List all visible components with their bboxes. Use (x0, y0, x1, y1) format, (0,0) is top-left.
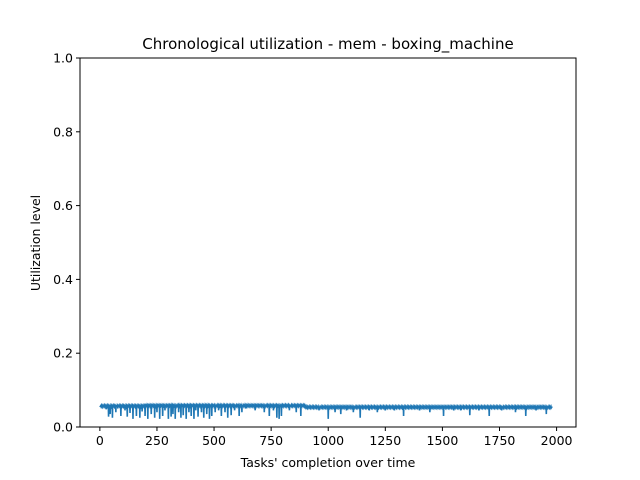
x-tick-label: 1250 (369, 433, 401, 448)
x-axis-label: Tasks' completion over time (240, 455, 416, 470)
y-axis-label: Utilization level (28, 195, 43, 291)
y-tick-label: 0.8 (53, 124, 73, 139)
x-axis: 0 250 500 750 1000 1250 1500 1750 2000 (96, 427, 573, 448)
x-tick-label: 750 (259, 433, 283, 448)
x-tick-label: 1500 (427, 433, 459, 448)
y-tick-label: 0.0 (53, 420, 73, 435)
y-tick-label: 0.6 (53, 198, 73, 213)
y-tick-label: 0.4 (53, 272, 73, 287)
series-layer (99, 402, 553, 419)
chart-title: Chronological utilization - mem - boxing… (142, 35, 513, 54)
y-tick-label: 1.0 (53, 51, 73, 66)
y-tick-label: 0.2 (53, 346, 73, 361)
utilization-series-line (99, 402, 553, 419)
x-tick-label: 2000 (541, 433, 573, 448)
plot-area (80, 58, 576, 427)
y-axis: 0.0 0.2 0.4 0.6 0.8 1.0 (53, 51, 80, 435)
x-tick-label: 1000 (312, 433, 344, 448)
plot-background (80, 58, 576, 427)
x-tick-label: 500 (202, 433, 226, 448)
x-tick-label: 1750 (484, 433, 516, 448)
x-tick-label: 0 (96, 433, 104, 448)
x-tick-label: 250 (145, 433, 169, 448)
